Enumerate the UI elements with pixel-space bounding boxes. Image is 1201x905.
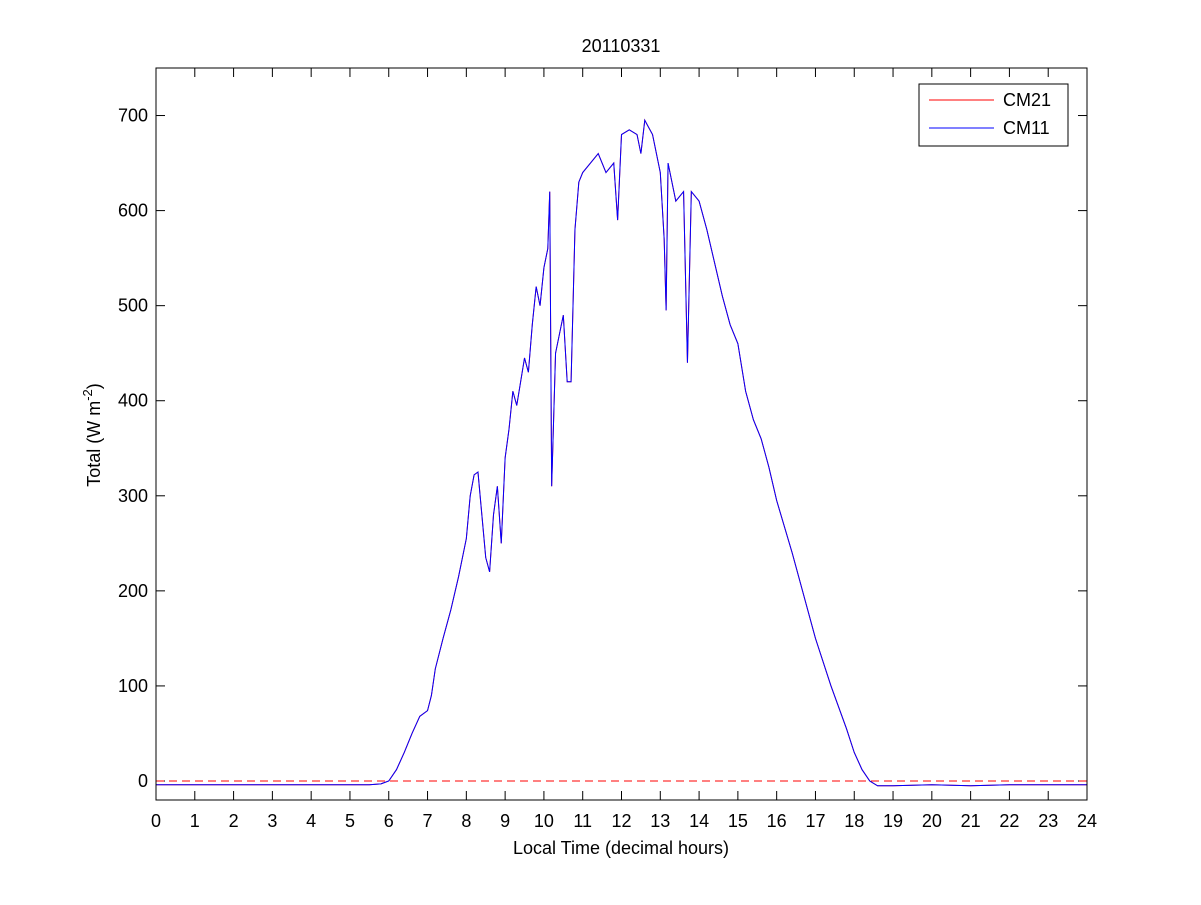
chart-title: 20110331 bbox=[582, 36, 661, 56]
legend-label: CM21 bbox=[1003, 90, 1051, 110]
x-tick-label: 16 bbox=[767, 811, 787, 831]
x-tick-label: 18 bbox=[844, 811, 864, 831]
y-label-end: ) bbox=[84, 383, 104, 389]
y-tick-label: 200 bbox=[118, 581, 148, 601]
y-tick-label: 0 bbox=[138, 771, 148, 791]
y-tick-label: 600 bbox=[118, 201, 148, 221]
y-tick-label: 400 bbox=[118, 391, 148, 411]
x-tick-label: 15 bbox=[728, 811, 748, 831]
x-tick-label: 14 bbox=[689, 811, 709, 831]
x-tick-label: 2 bbox=[229, 811, 239, 831]
x-tick-label: 22 bbox=[999, 811, 1019, 831]
x-tick-label: 23 bbox=[1038, 811, 1058, 831]
y-tick-label: 300 bbox=[118, 486, 148, 506]
x-tick-label: 12 bbox=[611, 811, 631, 831]
axes-box bbox=[155, 67, 1088, 801]
plot-area bbox=[156, 68, 1087, 800]
x-tick-label: 1 bbox=[190, 811, 200, 831]
x-tick-label: 17 bbox=[805, 811, 825, 831]
x-axis-label: Local Time (decimal hours) bbox=[513, 838, 729, 858]
y-tick-label: 700 bbox=[118, 106, 148, 126]
legend-label: CM11 bbox=[1003, 118, 1050, 138]
x-tick-label: 3 bbox=[267, 811, 277, 831]
series-line bbox=[156, 118, 1087, 787]
y-label-sup: -2 bbox=[80, 389, 95, 401]
x-tick-label: 10 bbox=[534, 811, 554, 831]
x-tick-label: 6 bbox=[384, 811, 394, 831]
y-label-text: Total (W m bbox=[84, 401, 104, 487]
x-tick-label: 8 bbox=[461, 811, 471, 831]
x-tick-label: 19 bbox=[883, 811, 903, 831]
y-tick-label: 500 bbox=[118, 296, 148, 316]
x-tick-label: 20 bbox=[922, 811, 942, 831]
legend-box bbox=[918, 83, 1069, 147]
x-tick-label: 7 bbox=[423, 811, 433, 831]
x-tick-label: 9 bbox=[500, 811, 510, 831]
y-tick-label: 100 bbox=[118, 676, 148, 696]
y-axis-label: Total (W m-2) bbox=[80, 383, 104, 487]
x-tick-label: 0 bbox=[151, 811, 161, 831]
x-tick-label: 4 bbox=[306, 811, 316, 831]
x-tick-label: 21 bbox=[961, 811, 981, 831]
x-tick-label: 5 bbox=[345, 811, 355, 831]
x-tick-label: 24 bbox=[1077, 811, 1097, 831]
x-tick-label: 13 bbox=[650, 811, 670, 831]
x-tick-label: 11 bbox=[573, 811, 592, 831]
